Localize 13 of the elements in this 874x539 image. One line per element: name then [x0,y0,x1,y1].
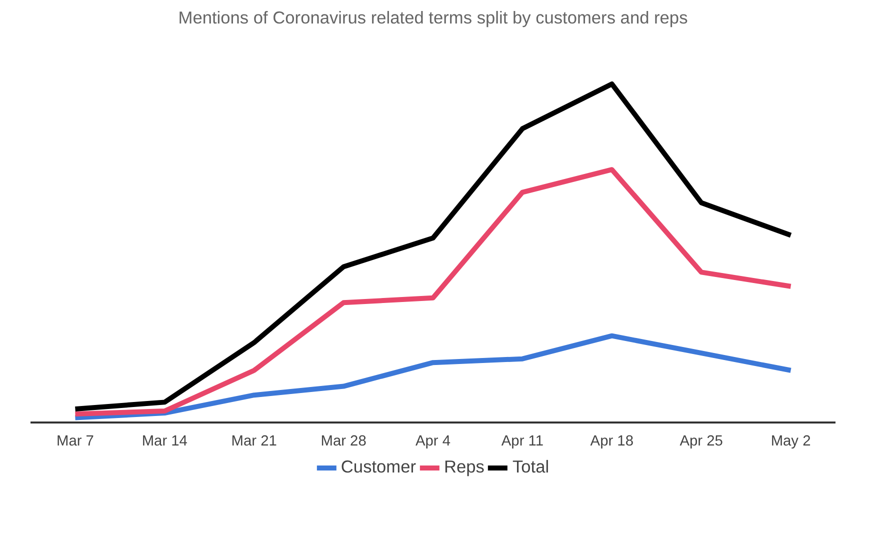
x-tick-label: Mar 7 [56,434,94,450]
x-tick-label: Apr 25 [680,434,723,450]
legend-label: Total [512,456,550,478]
chart-title: Mentions of Coronavirus related terms split by customers and reps [178,8,688,28]
x-tick-label: Mar 14 [142,434,188,450]
legend-label: Customer [340,456,416,478]
x-tick-label: Apr 18 [590,434,634,450]
legend-label: Reps [444,456,484,478]
x-tick-label: Apr 11 [501,434,544,450]
x-tick-label: Mar 21 [231,434,277,450]
x-tick-label: May 2 [770,434,811,450]
x-tick-label: Apr 4 [415,434,451,450]
x-tick-label: Mar 28 [320,434,366,450]
